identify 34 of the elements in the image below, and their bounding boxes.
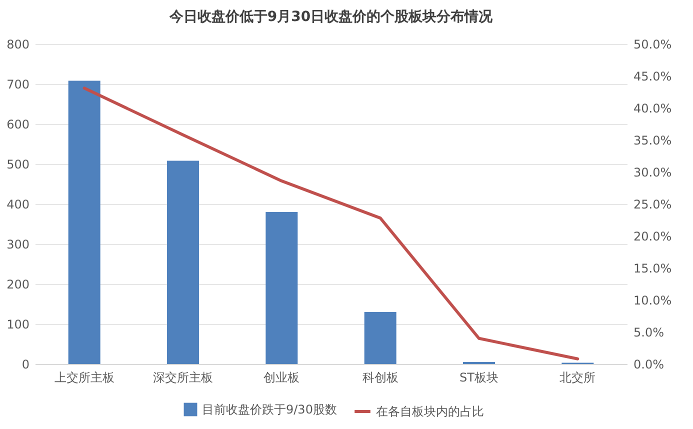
- y2-tick-label: 35.0%: [634, 134, 672, 148]
- y-tick-label: 600: [6, 118, 30, 132]
- y2-tick-label: 0.0%: [634, 358, 664, 372]
- y-tick-label: 500: [6, 158, 30, 172]
- chart-title: 今日收盘价低于9月30日收盘价的个股板块分布情况: [168, 9, 494, 25]
- bar: [167, 160, 199, 364]
- x-tick-label: 北交所: [560, 370, 596, 384]
- y2-tick-label: 5.0%: [634, 326, 664, 340]
- y2-tick-label: 10.0%: [634, 294, 672, 308]
- line-series: [82, 86, 580, 360]
- y2-tick-label: 40.0%: [634, 102, 672, 116]
- y-tick-label: 200: [6, 278, 30, 292]
- x-tick-label: 创业板: [264, 370, 300, 384]
- bar: [364, 312, 396, 364]
- x-tick-label: 科创板: [362, 370, 398, 384]
- y-tick-label: 300: [6, 238, 30, 252]
- y2-tick-label: 45.0%: [634, 70, 672, 84]
- bar: [68, 80, 100, 364]
- x-tick-label: 上交所主板: [54, 370, 114, 384]
- y2-tick-label: 30.0%: [634, 166, 672, 180]
- y-tick-label: 700: [6, 78, 30, 92]
- bar: [266, 212, 298, 364]
- y2-tick-label: 15.0%: [634, 262, 672, 276]
- x-tick-label: 深交所主板: [153, 370, 213, 384]
- legend-label: 在各自板块内的占比: [376, 404, 484, 418]
- y-tick-label: 800: [6, 38, 30, 52]
- y2-tick-label: 50.0%: [634, 38, 672, 52]
- y-tick-label: 100: [6, 318, 30, 332]
- y-tick-label: 0: [22, 358, 30, 372]
- y2-tick-label: 20.0%: [634, 230, 672, 244]
- x-tick-label: ST板块: [460, 370, 498, 384]
- y-tick-label: 400: [6, 198, 30, 212]
- y2-tick-label: 25.0%: [634, 198, 672, 212]
- legend-label: 目前收盘价跌于9/30股数: [202, 402, 337, 416]
